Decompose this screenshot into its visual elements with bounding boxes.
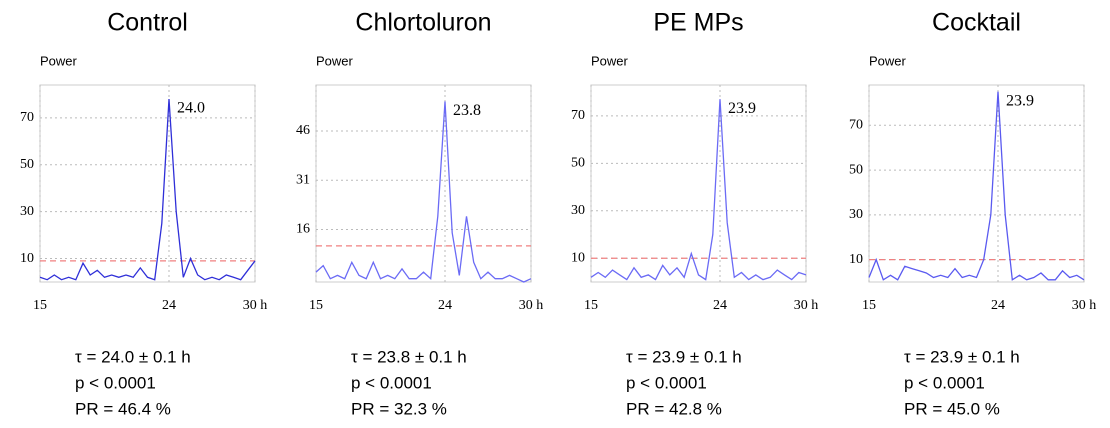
x-tick-label: 24: [713, 298, 727, 313]
y-tick-label: 30: [20, 204, 34, 219]
y-tick-label: 50: [849, 162, 863, 177]
stat-line: τ = 23.8 ± 0.1 h: [351, 347, 467, 366]
y-axis-label: Power: [40, 53, 78, 68]
power-line: [315, 101, 532, 283]
y-tick-label: 31: [296, 172, 310, 187]
x-tick-label: 15: [862, 298, 876, 313]
stat-line: p < 0.0001: [351, 373, 432, 392]
stat-line: τ = 23.9 ± 0.1 h: [626, 347, 742, 366]
x-tick-label: 30 h: [243, 298, 268, 313]
y-tick-label: 46: [296, 123, 310, 138]
panel-title: PE MPs: [653, 9, 743, 37]
y-axis-label: Power: [316, 53, 354, 68]
y-tick-label: 10: [849, 252, 863, 267]
y-tick-label: 30: [849, 207, 863, 222]
y-tick-label: 50: [571, 156, 585, 171]
x-tick-label: 15: [309, 298, 323, 313]
y-tick-label: 30: [571, 203, 585, 218]
y-axis-label: Power: [591, 53, 629, 68]
x-tick-label: 30 h: [794, 298, 819, 313]
y-tick-label: 16: [296, 222, 310, 237]
peak-label: 23.8: [453, 102, 481, 119]
stat-line: τ = 24.0 ± 0.1 h: [75, 347, 191, 366]
stat-line: PR = 32.3 %: [351, 399, 447, 418]
peak-label: 23.9: [1006, 92, 1034, 109]
stat-line: p < 0.0001: [904, 373, 985, 392]
y-tick-label: 50: [20, 157, 34, 172]
power-line: [590, 99, 807, 281]
y-tick-label: 10: [571, 250, 585, 265]
plot-frame: [39, 84, 256, 283]
panel-title: Chlortoluron: [355, 9, 491, 37]
power-line: [868, 91, 1085, 281]
panel-title: Control: [107, 9, 188, 37]
y-axis-label: Power: [869, 53, 907, 68]
x-tick-label: 15: [584, 298, 598, 313]
plot-frame: [868, 84, 1085, 283]
x-tick-label: 24: [991, 298, 1005, 313]
stat-line: PR = 42.8 %: [626, 399, 722, 418]
peak-label: 23.9: [728, 100, 756, 117]
stat-line: p < 0.0001: [75, 373, 156, 392]
y-tick-label: 10: [20, 251, 34, 266]
x-tick-label: 24: [438, 298, 452, 313]
stat-line: p < 0.0001: [626, 373, 707, 392]
y-tick-label: 70: [20, 110, 34, 125]
panel-title: Cocktail: [932, 9, 1021, 37]
x-tick-label: 15: [33, 298, 47, 313]
x-tick-label: 30 h: [519, 298, 544, 313]
y-tick-label: 70: [849, 118, 863, 133]
peak-label: 24.0: [177, 100, 205, 117]
x-tick-label: 30 h: [1072, 298, 1097, 313]
stat-line: PR = 45.0 %: [904, 399, 1000, 418]
y-tick-label: 70: [571, 108, 585, 123]
x-tick-label: 24: [162, 298, 176, 313]
stat-line: τ = 23.9 ± 0.1 h: [904, 347, 1020, 366]
plot-frame: [590, 84, 807, 283]
plot-frame: [315, 84, 532, 283]
stat-line: PR = 46.4 %: [75, 399, 171, 418]
power-line: [39, 99, 256, 281]
